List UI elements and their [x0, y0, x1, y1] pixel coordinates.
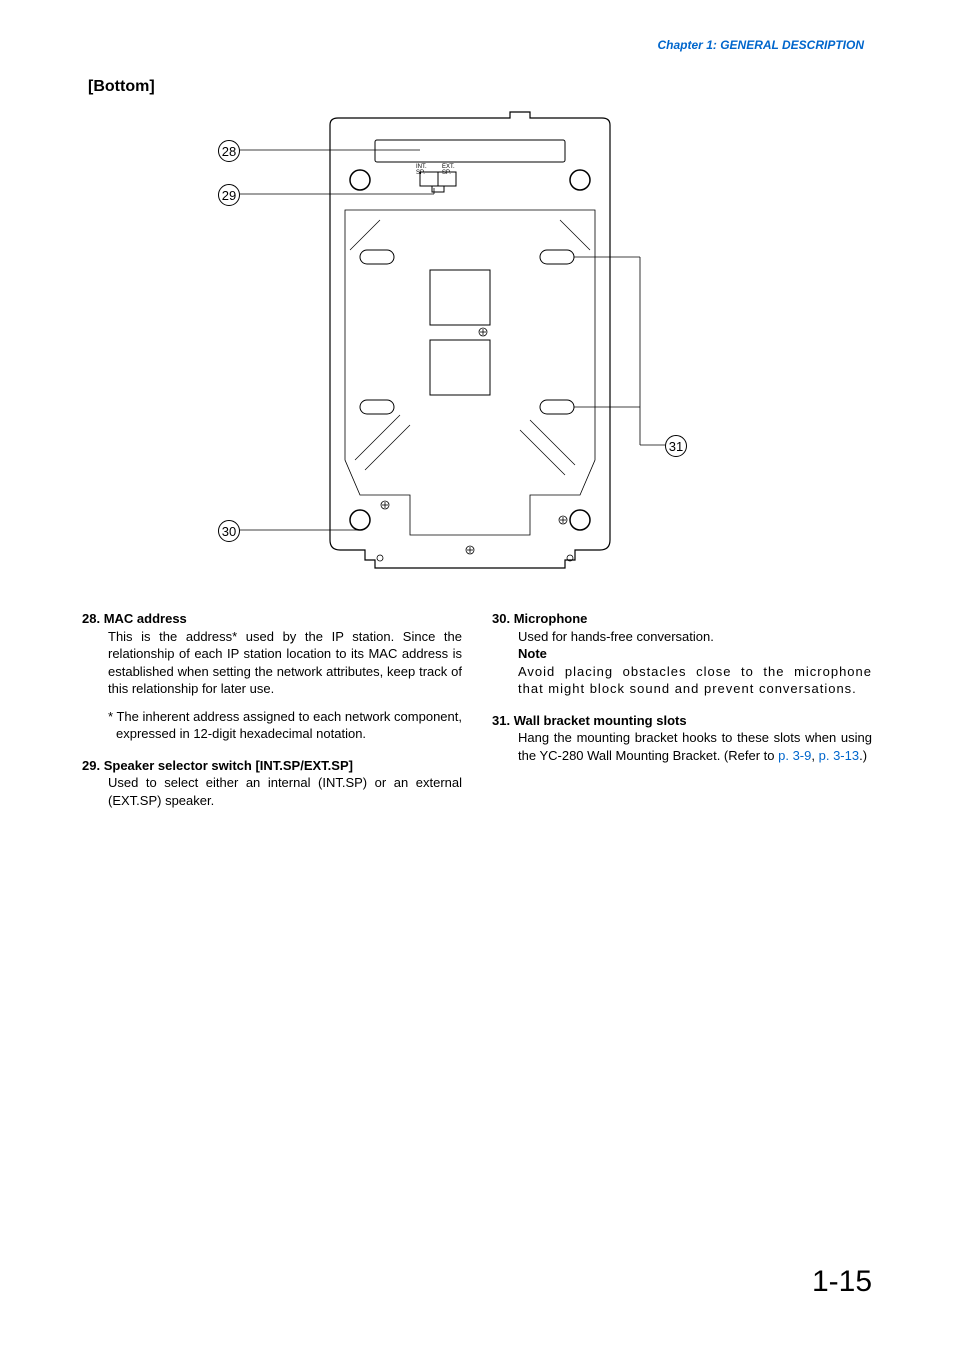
- bottom-diagram: INT. SP. EXT. SP.: [220, 110, 700, 570]
- item-title-text: Wall bracket mounting slots: [514, 713, 687, 728]
- right-column: 30. Microphone Used for hands-free conve…: [492, 610, 872, 823]
- body-post: .): [859, 748, 867, 763]
- section-title: [Bottom]: [88, 78, 155, 96]
- item-body: Used to select either an internal (INT.S…: [82, 774, 462, 809]
- item-31: 31. Wall bracket mounting slots Hang the…: [492, 712, 872, 765]
- item-num: 28.: [82, 611, 100, 626]
- svg-text:SP.: SP.: [442, 170, 451, 176]
- item-title-text: MAC address: [104, 611, 187, 626]
- callout-29: 29: [218, 184, 240, 206]
- item-28: 28. MAC address This is the address* use…: [82, 610, 462, 743]
- item-body: This is the address* used by the IP stat…: [82, 628, 462, 698]
- callout-28: 28: [218, 140, 240, 162]
- callout-31: 31: [665, 435, 687, 457]
- item-30: 30. Microphone Used for hands-free conve…: [492, 610, 872, 698]
- left-column: 28. MAC address This is the address* use…: [82, 610, 462, 823]
- item-num: 29.: [82, 758, 100, 773]
- link-p3-9[interactable]: p. 3-9: [778, 748, 811, 763]
- content-columns: 28. MAC address This is the address* use…: [82, 610, 872, 823]
- callout-30: 30: [218, 520, 240, 542]
- note-label: Note: [518, 645, 872, 663]
- item-body-2: Avoid placing obstacles close to the mic…: [518, 663, 872, 698]
- item-29: 29. Speaker selector switch [INT.SP/EXT.…: [82, 757, 462, 810]
- item-num: 31.: [492, 713, 510, 728]
- item-footnote: * The inherent address assigned to each …: [82, 708, 462, 743]
- item-body-1: Used for hands-free conversation.: [518, 628, 872, 646]
- sep: ,: [811, 748, 818, 763]
- svg-text:SP.: SP.: [416, 170, 425, 176]
- link-p3-13[interactable]: p. 3-13: [819, 748, 859, 763]
- item-title-text: Microphone: [514, 611, 588, 626]
- page-number: 1-15: [812, 1265, 872, 1299]
- item-num: 30.: [492, 611, 510, 626]
- item-body: Hang the mounting bracket hooks to these…: [492, 729, 872, 764]
- item-title-text: Speaker selector switch [INT.SP/EXT.SP]: [104, 758, 353, 773]
- chapter-header: Chapter 1: GENERAL DESCRIPTION: [658, 38, 864, 52]
